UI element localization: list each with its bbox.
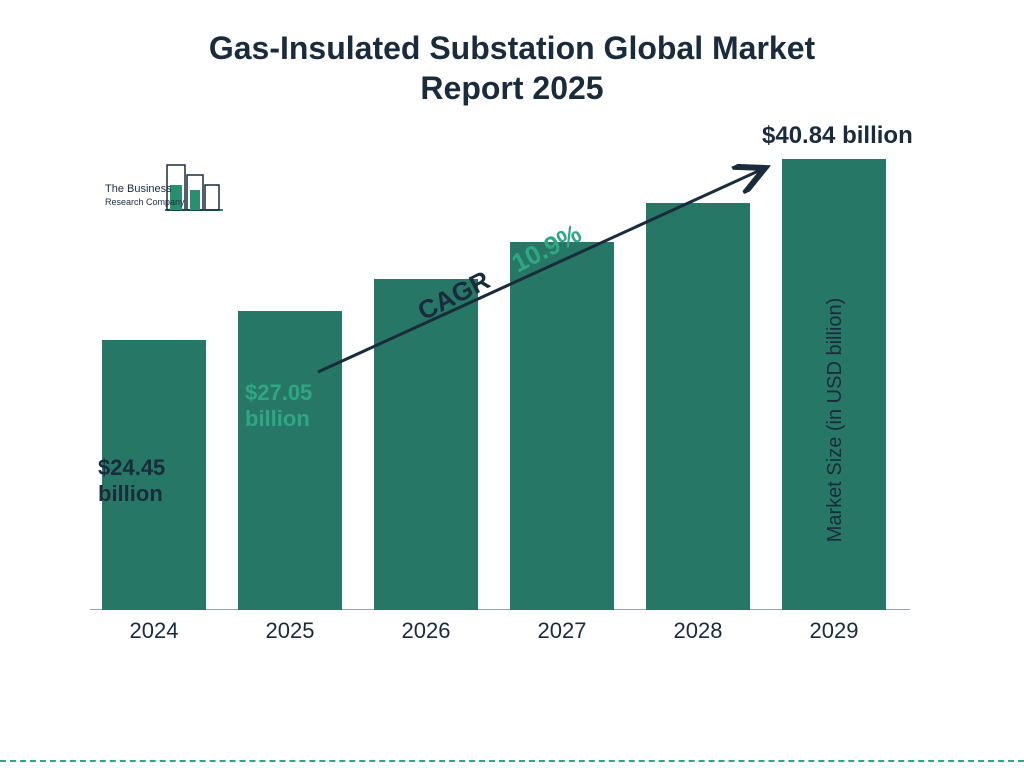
x-label-2027: 2027 (510, 618, 614, 644)
chart-title: Gas-Insulated Substation Global Market R… (0, 0, 1024, 108)
value-label-1: $27.05billion (245, 380, 312, 433)
value-label-2: $40.84 billion (762, 122, 913, 151)
x-label-2028: 2028 (646, 618, 750, 644)
chart-title-line1: Gas-Insulated Substation Global Market (0, 28, 1024, 68)
bar-2026 (374, 279, 478, 610)
bottom-dashed-line (0, 760, 1024, 762)
x-label-2029: 2029 (782, 618, 886, 644)
x-label-2026: 2026 (374, 618, 478, 644)
bar-2025 (238, 311, 342, 610)
plot-region: 2024 2025 2026 2027 2028 2029 (90, 150, 910, 650)
x-label-2024: 2024 (102, 618, 206, 644)
chart-area: 2024 2025 2026 2027 2028 2029 Market Size (in… (90, 150, 940, 690)
value-label-0: $24.45billion (98, 455, 165, 508)
bar-2027 (510, 242, 614, 610)
x-label-2025: 2025 (238, 618, 342, 644)
bar-2028 (646, 203, 750, 610)
y-axis-title: Market Size (in USD billion) (824, 298, 847, 543)
chart-title-line2: Report 2025 (0, 68, 1024, 108)
